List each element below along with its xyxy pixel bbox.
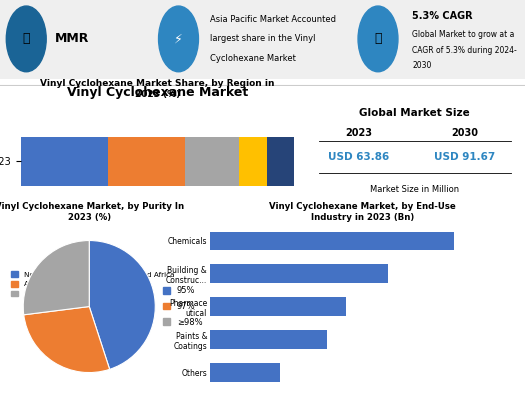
Text: Global Market to grow at a: Global Market to grow at a — [412, 30, 514, 39]
Bar — [267, 136, 294, 185]
Bar — [108, 136, 185, 185]
Title: Vinyl Cyclohexane Market Share, by Region in
2023 (%): Vinyl Cyclohexane Market Share, by Regio… — [40, 79, 275, 99]
Bar — [21, 136, 108, 185]
Wedge shape — [89, 241, 155, 369]
Legend: 95%, 97%, ≥98%: 95%, 97%, ≥98% — [160, 283, 206, 330]
Text: largest share in the Vinyl: largest share in the Vinyl — [210, 35, 316, 43]
Bar — [210, 364, 280, 382]
Text: 🌍: 🌍 — [23, 32, 30, 46]
Text: 2030: 2030 — [412, 61, 432, 70]
Bar — [239, 136, 267, 185]
Text: USD 91.67: USD 91.67 — [434, 152, 495, 162]
Text: 2023: 2023 — [345, 128, 372, 138]
Text: 5.3% CAGR: 5.3% CAGR — [412, 11, 472, 20]
Text: USD 63.86: USD 63.86 — [328, 152, 390, 162]
Text: CAGR of 5.3% during 2024-: CAGR of 5.3% during 2024- — [412, 46, 517, 55]
Text: Vinyl Cyclohexane Market: Vinyl Cyclohexane Market — [67, 86, 248, 99]
Text: Global Market Size: Global Market Size — [360, 108, 470, 118]
Text: Market Size in Million: Market Size in Million — [370, 185, 459, 194]
Text: ⚡: ⚡ — [174, 32, 183, 46]
Circle shape — [6, 6, 46, 72]
Circle shape — [358, 6, 398, 72]
Bar — [185, 136, 239, 185]
Text: 2030: 2030 — [451, 128, 478, 138]
Bar — [210, 264, 388, 283]
Legend: North America, Asia-Pacific, Europe, Middle East and Africa, South America: North America, Asia-Pacific, Europe, Mid… — [8, 268, 177, 300]
Text: Cyclohexane Market: Cyclohexane Market — [210, 54, 296, 63]
Bar — [210, 331, 327, 349]
Bar — [210, 298, 346, 316]
Text: Asia Pacific Market Accounted: Asia Pacific Market Accounted — [210, 15, 336, 24]
Circle shape — [159, 6, 198, 72]
Text: MMR: MMR — [55, 32, 89, 46]
Bar — [210, 231, 454, 250]
Wedge shape — [24, 307, 110, 373]
Text: 🔥: 🔥 — [374, 32, 382, 46]
Wedge shape — [23, 241, 89, 315]
Title: Vinyl Cyclohexane Market, by Purity In
2023 (%): Vinyl Cyclohexane Market, by Purity In 2… — [0, 202, 184, 222]
Title: Vinyl Cyclohexane Market, by End-Use
Industry in 2023 (Bn): Vinyl Cyclohexane Market, by End-Use Ind… — [269, 202, 456, 222]
